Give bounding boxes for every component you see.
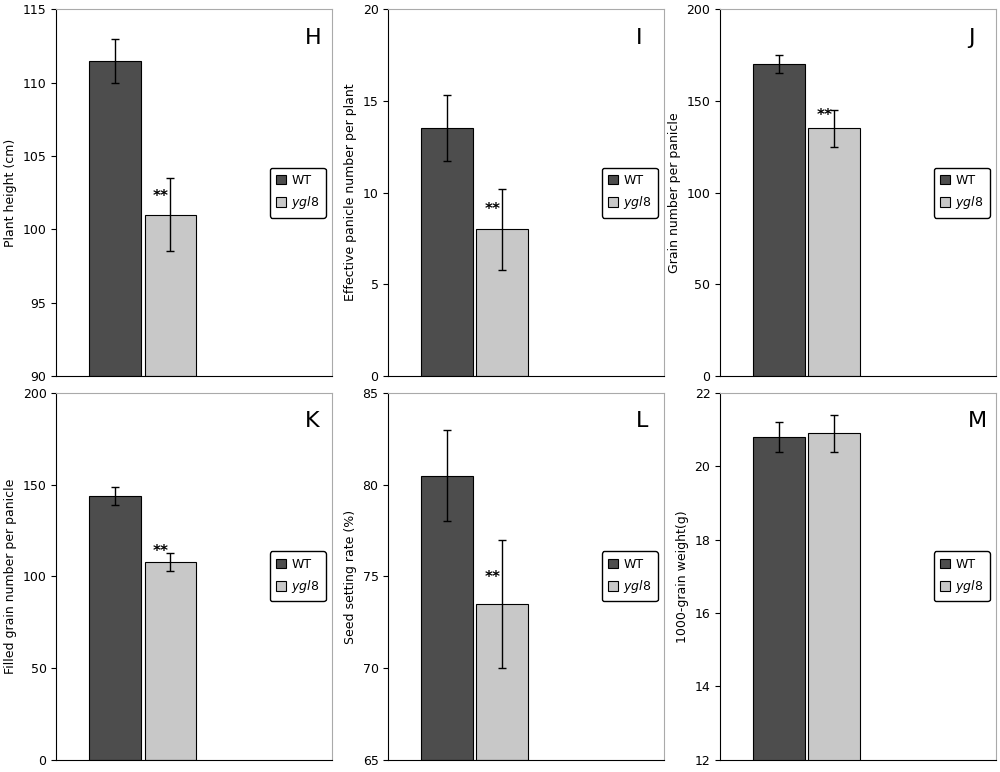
Text: I: I	[636, 28, 643, 48]
Text: **: **	[485, 570, 501, 584]
Bar	[89, 60, 141, 376]
Bar	[808, 128, 860, 376]
Legend: WT, $\it{ygl8}$: WT, $\it{ygl8}$	[270, 168, 326, 218]
Bar	[753, 64, 805, 376]
Text: M: M	[968, 411, 987, 432]
Text: H: H	[304, 28, 321, 48]
Y-axis label: Effective panicle number per plant: Effective panicle number per plant	[344, 83, 357, 301]
Bar	[145, 562, 196, 760]
Text: **: **	[153, 188, 169, 204]
Text: K: K	[304, 411, 319, 432]
Y-axis label: Plant height (cm): Plant height (cm)	[4, 138, 17, 247]
Bar	[421, 476, 473, 760]
Bar	[753, 437, 805, 772]
Legend: WT, $\it{ygl8}$: WT, $\it{ygl8}$	[602, 551, 658, 601]
Y-axis label: 1000-grain weight(g): 1000-grain weight(g)	[676, 510, 689, 643]
Text: **: **	[485, 202, 501, 217]
Legend: WT, $\it{ygl8}$: WT, $\it{ygl8}$	[270, 551, 326, 601]
Text: **: **	[153, 544, 169, 559]
Bar	[476, 604, 528, 760]
Y-axis label: Filled grain number per panicle: Filled grain number per panicle	[4, 479, 17, 674]
Bar	[145, 215, 196, 376]
Text: J: J	[968, 28, 975, 48]
Bar	[89, 496, 141, 760]
Text: L: L	[636, 411, 649, 432]
Legend: WT, $\it{ygl8}$: WT, $\it{ygl8}$	[602, 168, 658, 218]
Bar	[476, 229, 528, 376]
Legend: WT, $\it{ygl8}$: WT, $\it{ygl8}$	[934, 551, 990, 601]
Y-axis label: Seed setting rate (%): Seed setting rate (%)	[344, 510, 357, 644]
Text: **: **	[817, 108, 833, 123]
Bar	[808, 433, 860, 772]
Legend: WT, $\it{ygl8}$: WT, $\it{ygl8}$	[934, 168, 990, 218]
Bar	[421, 128, 473, 376]
Y-axis label: Grain number per panicle: Grain number per panicle	[668, 112, 681, 273]
